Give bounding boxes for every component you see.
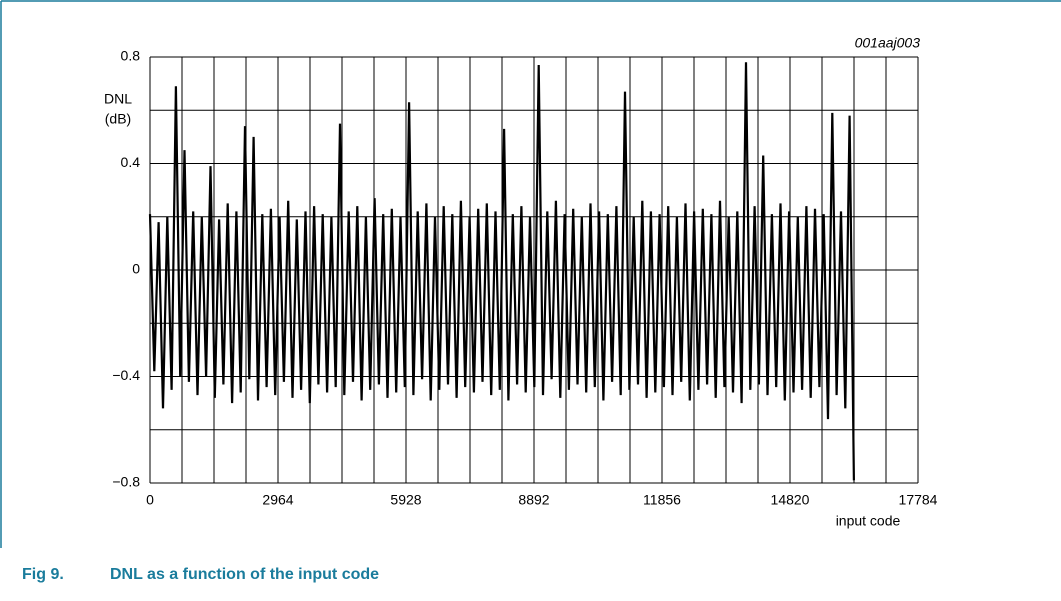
- x-tick-label: 0: [146, 492, 154, 508]
- figure-title: DNL as a function of the input code: [110, 566, 379, 583]
- x-tick-label: 14820: [771, 492, 810, 508]
- y-tick-label: 0.4: [121, 154, 141, 170]
- annotation: 001aaj003: [855, 35, 921, 51]
- y-tick-label: 0: [132, 261, 140, 277]
- x-tick-label: 8892: [518, 492, 549, 508]
- data-line: [148, 62, 855, 481]
- x-label: input code: [836, 513, 901, 529]
- y-label: DNL: [104, 91, 132, 107]
- y-label-unit: (dB): [105, 111, 131, 127]
- x-tick-label: 2964: [262, 492, 293, 508]
- figure-number: Fig 9.: [22, 566, 64, 583]
- y-tick-label: 0.8: [121, 48, 141, 64]
- x-tick-label: 11856: [643, 492, 681, 508]
- x-tick-label: 5928: [390, 492, 421, 508]
- x-tick-label: 17784: [899, 492, 938, 508]
- y-tick-label: −0.8: [112, 474, 140, 490]
- y-tick-label: −0.4: [112, 367, 140, 383]
